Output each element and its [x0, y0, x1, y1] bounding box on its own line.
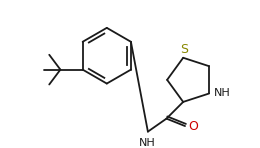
Text: NH: NH [139, 138, 155, 148]
Text: NH: NH [214, 89, 231, 98]
Text: O: O [188, 120, 198, 133]
Text: S: S [180, 43, 188, 56]
